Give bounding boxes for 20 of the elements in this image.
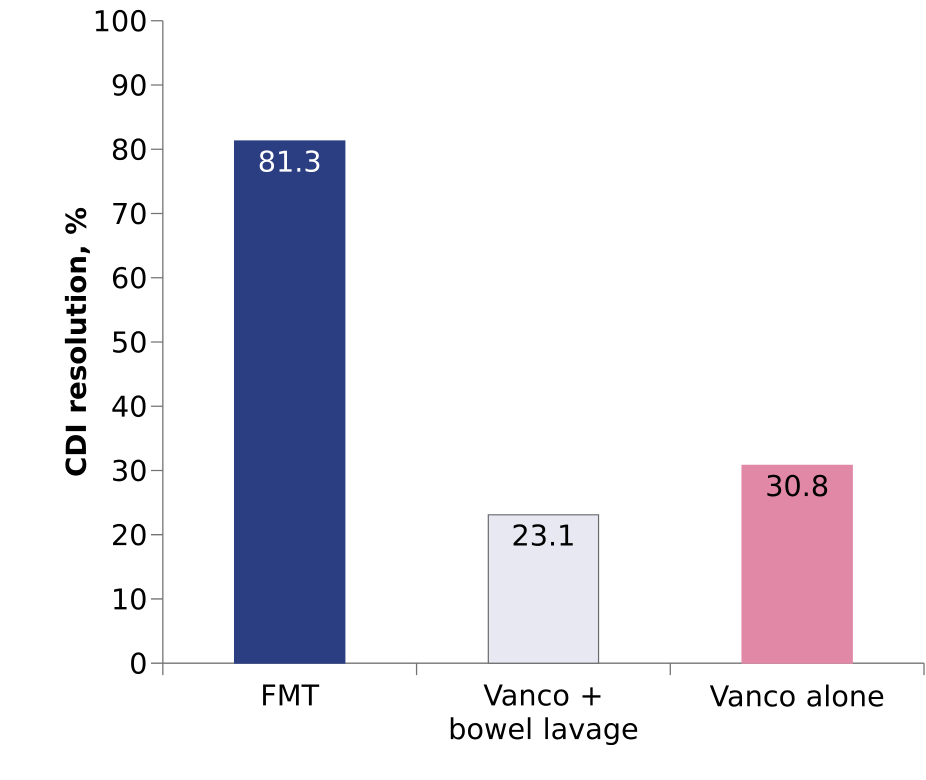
y-axis-title: CDI resolution, % [64,208,90,476]
y-tick-label: 20 [113,524,146,546]
y-tick-label: 100 [96,10,146,32]
x-tick-label: FMT [263,684,320,706]
y-tick-label: 50 [113,331,146,353]
y-tick-label: 40 [112,395,146,418]
y-tick-label: 70 [113,202,146,224]
y-tick-label: 60 [112,266,146,289]
data-label: 23.1 [514,524,573,546]
y-tick-label: 0 [131,652,146,674]
x-tick-label: Vanco + bowel lavage [450,684,638,746]
x-tick-label: Vanco alone [710,684,884,707]
data-label: 81.3 [260,150,320,172]
bar [741,464,853,664]
y-tick-label: 90 [112,74,146,96]
data-label: 30.8 [767,474,828,496]
y-tick-label: 10 [114,588,146,610]
y-tick-label: 80 [112,138,146,160]
bar [234,140,346,664]
y-tick-label: 30 [113,460,146,482]
